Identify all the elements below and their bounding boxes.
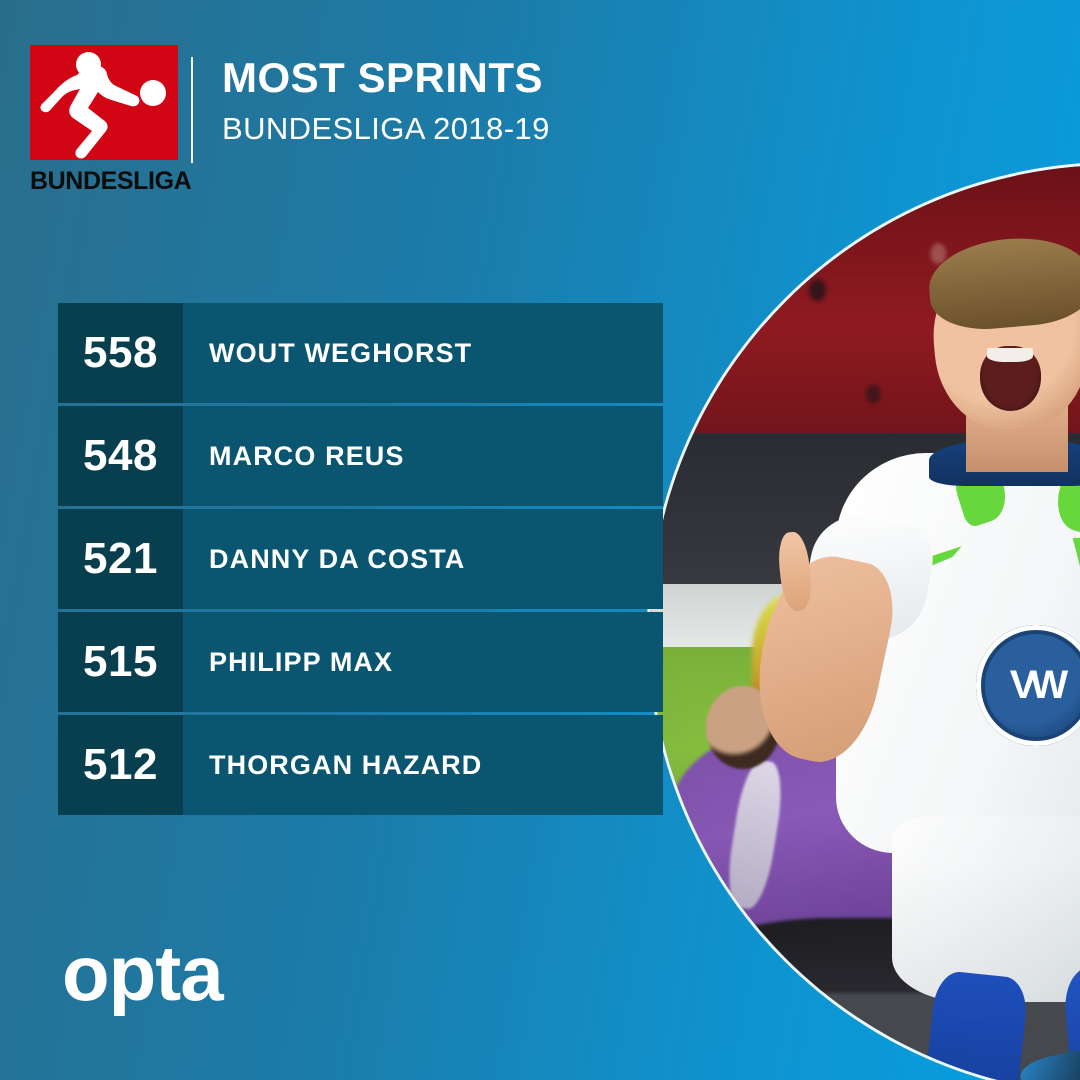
list-item: 515 PHILIPP MAX [58, 612, 663, 712]
page-title: MOST SPRINTS [222, 54, 544, 101]
player-name: PHILIPP MAX [183, 612, 663, 712]
header-divider-icon [191, 57, 193, 163]
ranking-list: 558 WOUT WEGHORST 548 MARCO REUS 521 DAN… [58, 303, 663, 818]
bundesliga-wordmark: BUNDESLIGA [30, 167, 192, 195]
player-name: WOUT WEGHORST [183, 303, 663, 403]
sprint-count: 515 [58, 612, 183, 712]
player-name: THORGAN HAZARD [183, 715, 663, 815]
vw-sponsor-logo-icon [975, 625, 1080, 747]
opta-wordmark: opta [62, 929, 224, 1017]
sprint-count: 558 [58, 303, 183, 403]
list-item: 548 MARCO REUS [58, 406, 663, 506]
list-item: 521 DANNY DA COSTA [58, 509, 663, 609]
stadium-photo: 9 [650, 165, 1080, 1080]
player-name: DANNY DA COSTA [183, 509, 663, 609]
sprint-count: 521 [58, 509, 183, 609]
header-text-block: MOST SPRINTS BUNDESLIGA 2018-19 [222, 54, 550, 146]
bundesliga-logo-square [30, 45, 178, 160]
player-mouth [980, 346, 1041, 412]
player-shorts [891, 816, 1080, 1002]
page-subtitle: BUNDESLIGA 2018-19 [222, 111, 550, 146]
sprint-count: 512 [58, 715, 183, 815]
list-item: 512 THORGAN HAZARD [58, 715, 663, 815]
player-name: MARCO REUS [183, 406, 663, 506]
sprint-count: 548 [58, 406, 183, 506]
player-photo-circle: 9 [650, 165, 1080, 1080]
bundesliga-player-kicking-ball-icon [40, 52, 166, 159]
opta-logo: opta [62, 929, 224, 1017]
bundesliga-logo: BUNDESLIGA [30, 45, 192, 196]
list-item: 558 WOUT WEGHORST [58, 303, 663, 403]
